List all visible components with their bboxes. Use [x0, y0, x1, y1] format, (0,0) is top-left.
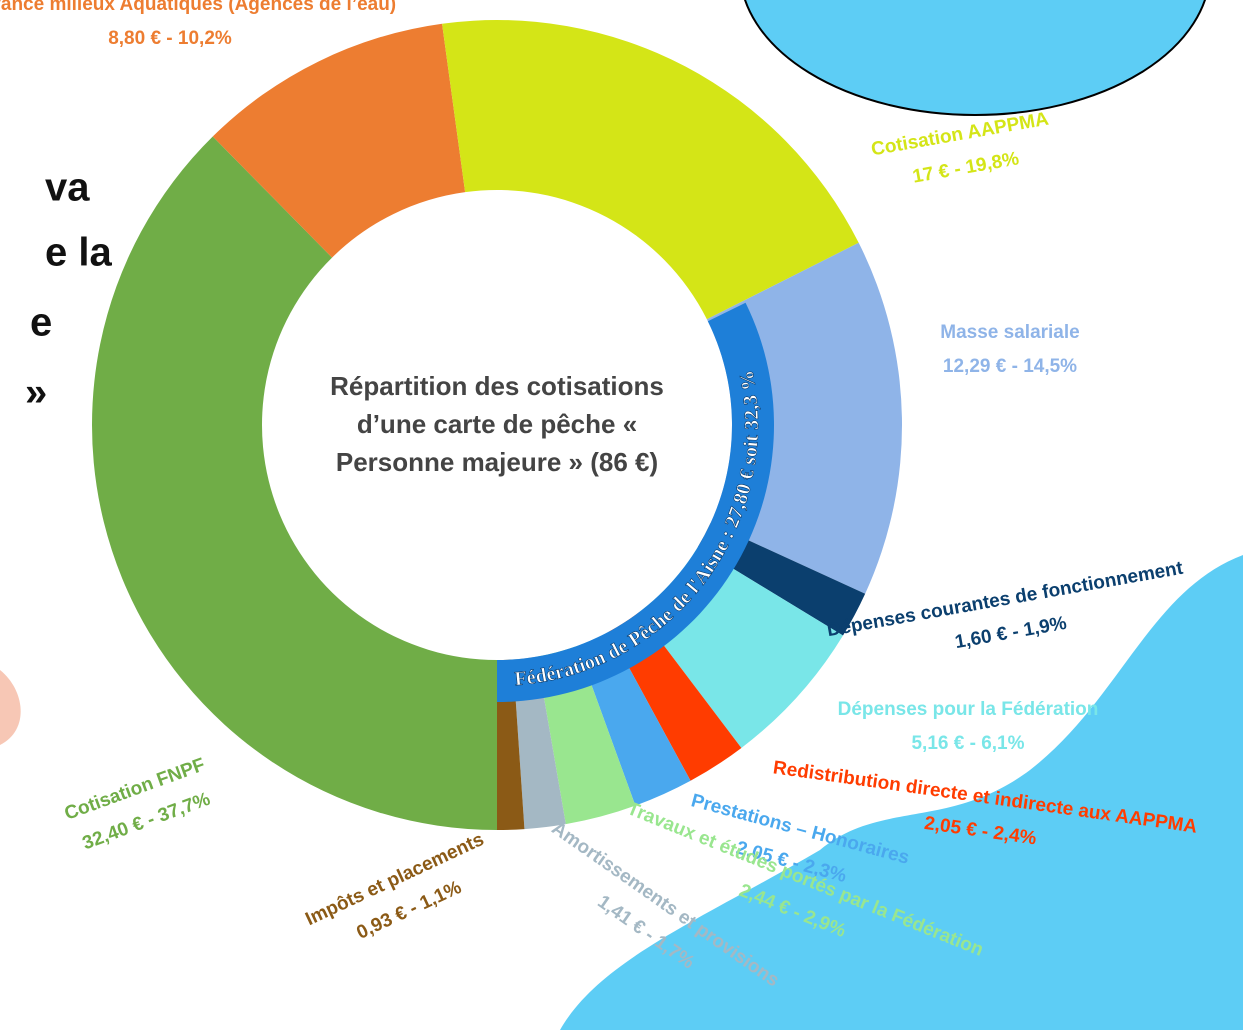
slice-label: Masse salariale 12,29 € - 14,5% [940, 322, 1079, 377]
slice-name: Masse salariale [940, 322, 1079, 343]
slice-value: 8,80 € - 10,2% [108, 28, 232, 49]
side-text: e [30, 301, 52, 345]
slice-name: Dépenses pour la Fédération [838, 699, 1099, 720]
chart-title: Répartition des cotisations d’une carte … [322, 300, 672, 550]
side-text: va [45, 166, 90, 210]
chart: Répartition des cotisations d’une carte … [0, 0, 1243, 1030]
decor-blob [0, 670, 21, 745]
slice-value: 1,60 € - 1,9% [953, 613, 1068, 653]
slice-name: Cotisation AAPPMA [870, 109, 1051, 161]
slice-label: Redevance milieux Aquatiques (Agences de… [0, 0, 396, 49]
side-text: e la [45, 231, 112, 275]
slice-value: 5,16 € - 6,1% [911, 733, 1024, 754]
slice-value: 12,29 € - 14,5% [943, 356, 1077, 377]
side-text: » [25, 371, 47, 415]
slice-name: Redevance milieux Aquatiques (Agences de… [0, 0, 396, 15]
center-box: Répartition des cotisations d’une carte … [322, 300, 672, 550]
slice-value: 17 € - 19,8% [911, 148, 1021, 187]
decor-blob [740, 0, 1210, 115]
